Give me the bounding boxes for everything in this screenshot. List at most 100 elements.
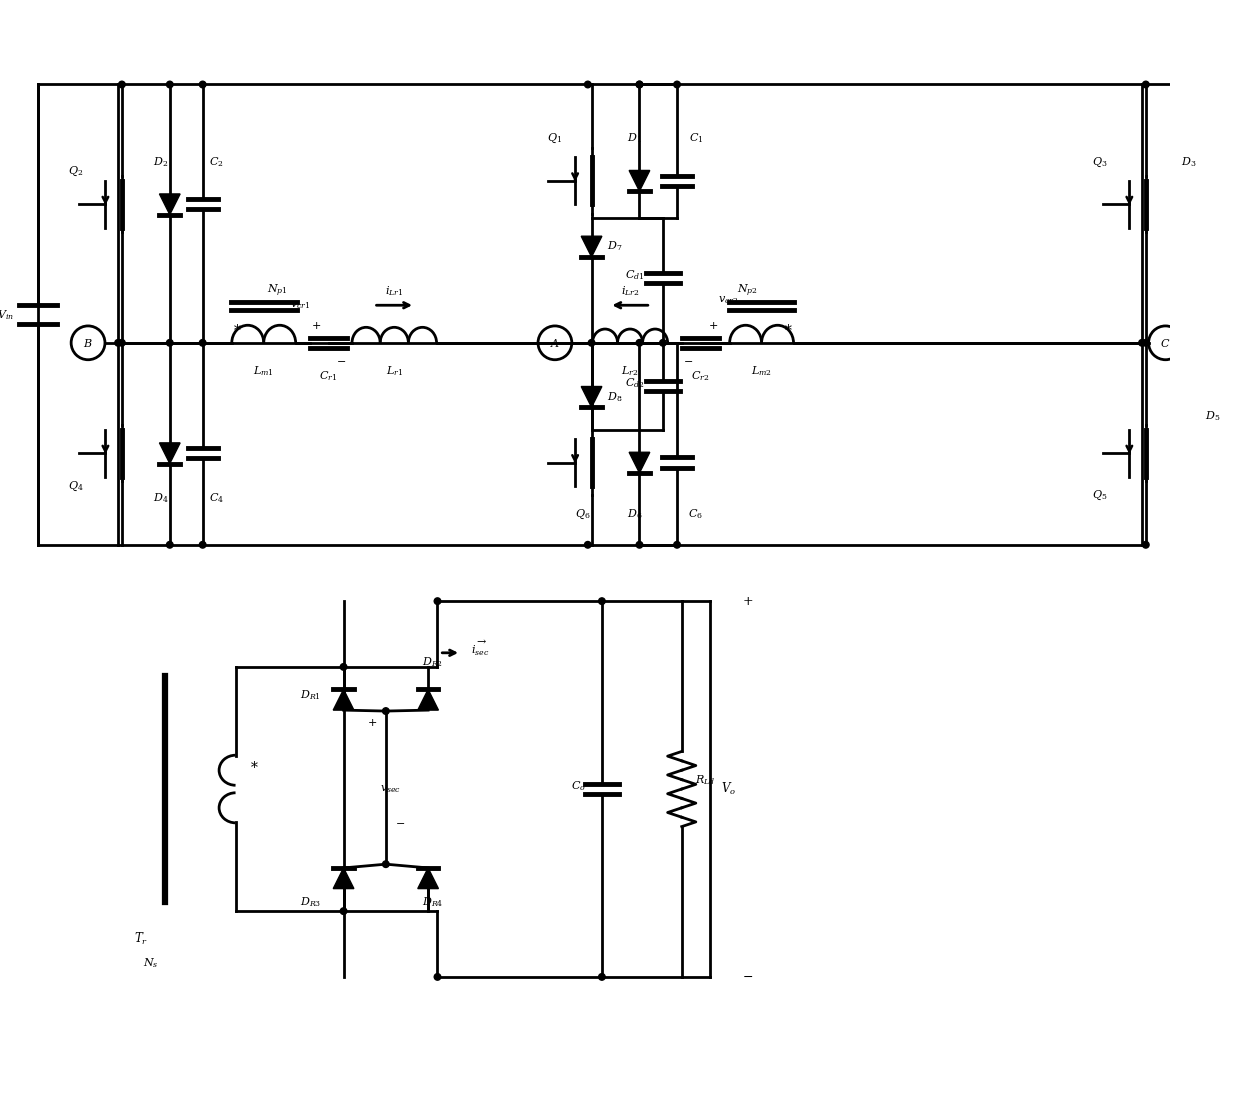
- Text: $C_{r1}$: $C_{r1}$: [320, 369, 337, 382]
- Text: $-$: $-$: [683, 354, 693, 364]
- Text: $Q_4$: $Q_4$: [68, 479, 83, 492]
- Circle shape: [340, 908, 347, 915]
- Text: $C_o$: $C_o$: [570, 780, 585, 793]
- Polygon shape: [334, 868, 353, 889]
- Text: $C_{r2}$: $C_{r2}$: [692, 369, 709, 382]
- Polygon shape: [160, 194, 180, 215]
- Circle shape: [599, 598, 605, 605]
- Text: $Q_5$: $Q_5$: [1092, 489, 1107, 502]
- Circle shape: [340, 664, 347, 671]
- Circle shape: [166, 81, 174, 88]
- Circle shape: [115, 340, 122, 346]
- Circle shape: [1138, 340, 1146, 346]
- Text: $A$: $A$: [549, 336, 560, 349]
- Text: $C_{d2}$: $C_{d2}$: [625, 377, 645, 390]
- Text: $+$: $+$: [708, 321, 718, 332]
- Polygon shape: [582, 387, 601, 408]
- Text: $D_2$: $D_2$: [153, 155, 167, 169]
- Text: $B$: $B$: [83, 336, 93, 349]
- Text: $D_{R1}$: $D_{R1}$: [300, 688, 321, 702]
- Circle shape: [1190, 541, 1197, 548]
- Text: $*$: $*$: [233, 322, 242, 335]
- Text: $Q_6$: $Q_6$: [575, 508, 591, 521]
- Circle shape: [1228, 340, 1235, 346]
- Text: $Q_1$: $Q_1$: [547, 131, 563, 145]
- Text: $+$: $+$: [311, 321, 321, 332]
- Circle shape: [636, 81, 642, 88]
- Circle shape: [166, 340, 174, 346]
- Text: $-$: $-$: [742, 970, 753, 984]
- Circle shape: [584, 541, 591, 548]
- Circle shape: [588, 340, 595, 346]
- Circle shape: [166, 541, 174, 548]
- Text: $D_4$: $D_4$: [153, 491, 169, 505]
- Polygon shape: [418, 868, 439, 889]
- Circle shape: [636, 81, 642, 88]
- Circle shape: [119, 340, 125, 346]
- Text: $N_s$: $N_s$: [143, 956, 159, 969]
- Circle shape: [1190, 81, 1197, 88]
- Text: $L_{r1}$: $L_{r1}$: [386, 364, 403, 378]
- Circle shape: [673, 541, 681, 548]
- Text: $*$: $*$: [250, 759, 259, 772]
- Circle shape: [434, 974, 440, 980]
- Circle shape: [1142, 541, 1149, 548]
- Text: $C_1$: $C_1$: [688, 131, 703, 146]
- Text: $R_{Ld}$: $R_{Ld}$: [696, 773, 715, 786]
- Circle shape: [1190, 340, 1197, 346]
- Text: $C$: $C$: [1161, 336, 1171, 349]
- Text: $D_{R2}$: $D_{R2}$: [423, 655, 444, 670]
- Circle shape: [200, 340, 206, 346]
- Text: $-$: $-$: [394, 817, 405, 827]
- Text: $C_6$: $C_6$: [688, 507, 703, 521]
- Text: $v_{sec}$: $v_{sec}$: [379, 783, 401, 795]
- Circle shape: [200, 541, 206, 548]
- Text: $L_{m1}$: $L_{m1}$: [253, 364, 274, 378]
- Polygon shape: [160, 443, 180, 463]
- Text: $Q_2$: $Q_2$: [68, 165, 83, 178]
- Text: $D_1$: $D_1$: [627, 131, 642, 146]
- Circle shape: [599, 974, 605, 980]
- Circle shape: [1142, 81, 1149, 88]
- Text: $N_{p1}$: $N_{p1}$: [268, 283, 288, 300]
- Text: $V_o$: $V_o$: [722, 781, 737, 798]
- Circle shape: [383, 861, 389, 868]
- Circle shape: [660, 340, 666, 346]
- Text: $D_7$: $D_7$: [608, 240, 622, 254]
- Polygon shape: [1183, 443, 1204, 463]
- Circle shape: [584, 81, 591, 88]
- Text: $D_3$: $D_3$: [1182, 155, 1197, 169]
- Text: $L_{r2}$: $L_{r2}$: [621, 364, 639, 378]
- Text: $C_2$: $C_2$: [210, 155, 224, 169]
- Text: $v_{cr1}$: $v_{cr1}$: [290, 300, 310, 311]
- Polygon shape: [334, 690, 353, 710]
- Circle shape: [383, 707, 389, 714]
- Text: $D_{R4}$: $D_{R4}$: [422, 895, 444, 909]
- Text: $*$: $*$: [784, 322, 792, 335]
- Text: $-$: $-$: [336, 354, 346, 364]
- Text: $D_{R3}$: $D_{R3}$: [300, 895, 321, 909]
- Polygon shape: [418, 690, 439, 710]
- Circle shape: [119, 81, 125, 88]
- Text: $V_{in}$: $V_{in}$: [0, 307, 14, 322]
- Polygon shape: [1183, 194, 1204, 215]
- Circle shape: [1142, 340, 1149, 346]
- Polygon shape: [629, 170, 650, 192]
- Text: $C_{d1}$: $C_{d1}$: [625, 268, 645, 282]
- Text: $v_{cr2}$: $v_{cr2}$: [718, 294, 739, 306]
- Text: $D_8$: $D_8$: [608, 390, 622, 403]
- Polygon shape: [582, 236, 601, 257]
- Text: $i_{Lr2}$: $i_{Lr2}$: [621, 284, 640, 299]
- Circle shape: [200, 81, 206, 88]
- Circle shape: [636, 340, 642, 346]
- Text: $Q_3$: $Q_3$: [1092, 155, 1107, 168]
- Text: $D_5$: $D_5$: [1205, 409, 1220, 422]
- Text: $+$: $+$: [742, 595, 753, 607]
- Circle shape: [434, 598, 440, 605]
- Polygon shape: [629, 452, 650, 473]
- Circle shape: [1228, 81, 1235, 88]
- Circle shape: [636, 541, 642, 548]
- Text: $\overrightarrow{i_{sec}}$: $\overrightarrow{i_{sec}}$: [471, 638, 489, 658]
- Text: $C_4$: $C_4$: [210, 491, 224, 505]
- Text: $T_r$: $T_r$: [134, 931, 149, 947]
